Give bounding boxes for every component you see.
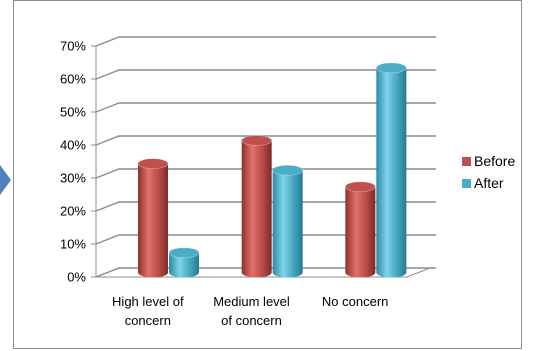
bar-after	[272, 164, 304, 278]
bar-top	[344, 181, 376, 193]
gridline	[95, 102, 436, 113]
bar-top	[137, 158, 169, 170]
y-tick-label: 70%	[60, 39, 86, 54]
y-tick-label: 50%	[60, 105, 86, 120]
x-tick-label: No concern	[322, 294, 388, 309]
legend-label: After	[474, 175, 504, 191]
gridline	[95, 69, 436, 80]
bar-top	[375, 62, 407, 74]
legend-swatch	[462, 157, 471, 166]
bar-before	[137, 158, 169, 278]
gridline	[95, 135, 436, 146]
y-tick-label: 60%	[60, 72, 86, 87]
bar-top	[241, 135, 273, 146]
gridlines	[91, 36, 436, 278]
y-tick-label: 0%	[67, 270, 86, 285]
bar-body	[376, 67, 407, 278]
bar-body	[138, 163, 168, 278]
bar-after	[168, 247, 200, 278]
bar-after	[375, 62, 407, 278]
gridline	[95, 267, 436, 278]
pointer-arrow-icon	[0, 165, 11, 195]
gridline	[95, 201, 436, 212]
bars	[137, 62, 407, 278]
gridline	[95, 168, 436, 179]
bar-body	[272, 170, 303, 278]
legend-label: Before	[474, 153, 515, 169]
x-tick-label: High level of concern	[112, 294, 184, 328]
y-tick-label: 20%	[60, 204, 86, 219]
legend: Before After	[462, 153, 515, 191]
bar-top	[272, 164, 304, 176]
x-tick-label: Medium level of concern	[213, 294, 290, 328]
gridline	[95, 234, 436, 245]
bar-body	[345, 186, 376, 278]
bar-body	[169, 252, 199, 278]
y-axis-ticks: 0% 10% 20% 30% 40% 50% 60% 70%	[60, 39, 86, 285]
bar-before	[344, 181, 376, 278]
bar-top	[168, 247, 200, 259]
bar-body	[241, 140, 272, 278]
bar-before	[241, 135, 273, 278]
category-labels: High level of concern Medium level of conce…	[112, 294, 388, 328]
legend-swatch	[462, 179, 471, 188]
y-tick-label: 10%	[60, 237, 86, 252]
gridline	[95, 36, 436, 47]
y-tick-label: 40%	[60, 138, 86, 153]
y-tick-label: 30%	[60, 171, 86, 186]
